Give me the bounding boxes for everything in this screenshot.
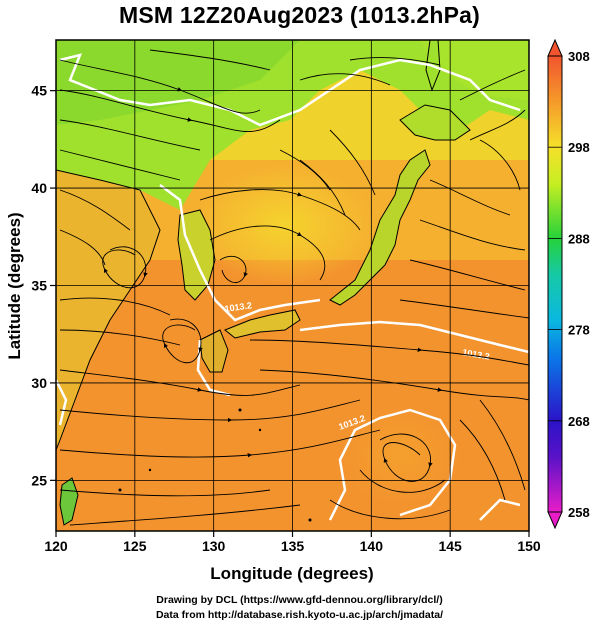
contour-label: 1013.2 [224, 300, 253, 314]
colorbar-tick-label: 278 [568, 323, 590, 338]
x-axis-title: Longitude (degrees) [210, 564, 373, 583]
y-tick-label: 25 [31, 472, 47, 488]
y-tick-label: 45 [31, 83, 47, 99]
x-tick-label: 140 [360, 538, 384, 554]
plot-frame [55, 39, 530, 532]
colorbar-bottom-arrow [547, 511, 563, 530]
chart-title: MSM 12Z20Aug2023 (1013.2hPa) [119, 2, 480, 28]
x-tick-label: 135 [281, 538, 305, 554]
hokkaido-land [399, 104, 471, 141]
colorbar-gradient [547, 55, 563, 513]
x-tick-label: 150 [517, 538, 541, 554]
colorbar-ticks: 308 298 288 278 268 258 [548, 49, 590, 520]
colorbar-top-arrow [547, 38, 563, 57]
y-tick-label: 30 [31, 375, 47, 391]
contour-label: 1013.2 [462, 347, 491, 362]
x-tick-label: 125 [123, 538, 147, 554]
pressure-contours [56, 53, 529, 521]
colorbar-tick-label: 258 [568, 505, 590, 520]
y-tick-label: 40 [31, 180, 47, 196]
x-tick-label: 120 [44, 538, 68, 554]
credit-line-data: Data from http://database.rish.kyoto-u.a… [155, 609, 444, 621]
colorbar-tick-label: 308 [568, 49, 590, 64]
island-dots [118, 408, 312, 522]
x-tick-label: 130 [202, 538, 226, 554]
taiwan-land [59, 477, 79, 526]
north-deep-green [56, 40, 300, 125]
streamlines [59, 49, 529, 526]
colorbar: 308 298 288 278 268 258 [547, 38, 590, 530]
honshu-land [329, 149, 431, 306]
korea-land [177, 209, 216, 301]
sea-of-japan-glow [195, 165, 375, 285]
shikoku-land [224, 309, 301, 339]
axis-ticks: 120 125 130 135 140 145 150 25 30 35 40 45 [31, 83, 540, 554]
credit-line-dcl: Drawing by DCL (https://www.gfd-dennou.o… [156, 594, 443, 606]
colorbar-tick-label: 268 [568, 414, 590, 429]
northeast-green [420, 40, 529, 100]
typhoon-glow [340, 407, 460, 503]
colorbar-tick-label: 298 [568, 140, 590, 155]
y-tick-label: 35 [31, 278, 47, 294]
x-tick-label: 145 [438, 538, 462, 554]
colorbar-tick-label: 288 [568, 231, 590, 246]
y-axis-title: Latitude (degrees) [5, 212, 24, 359]
